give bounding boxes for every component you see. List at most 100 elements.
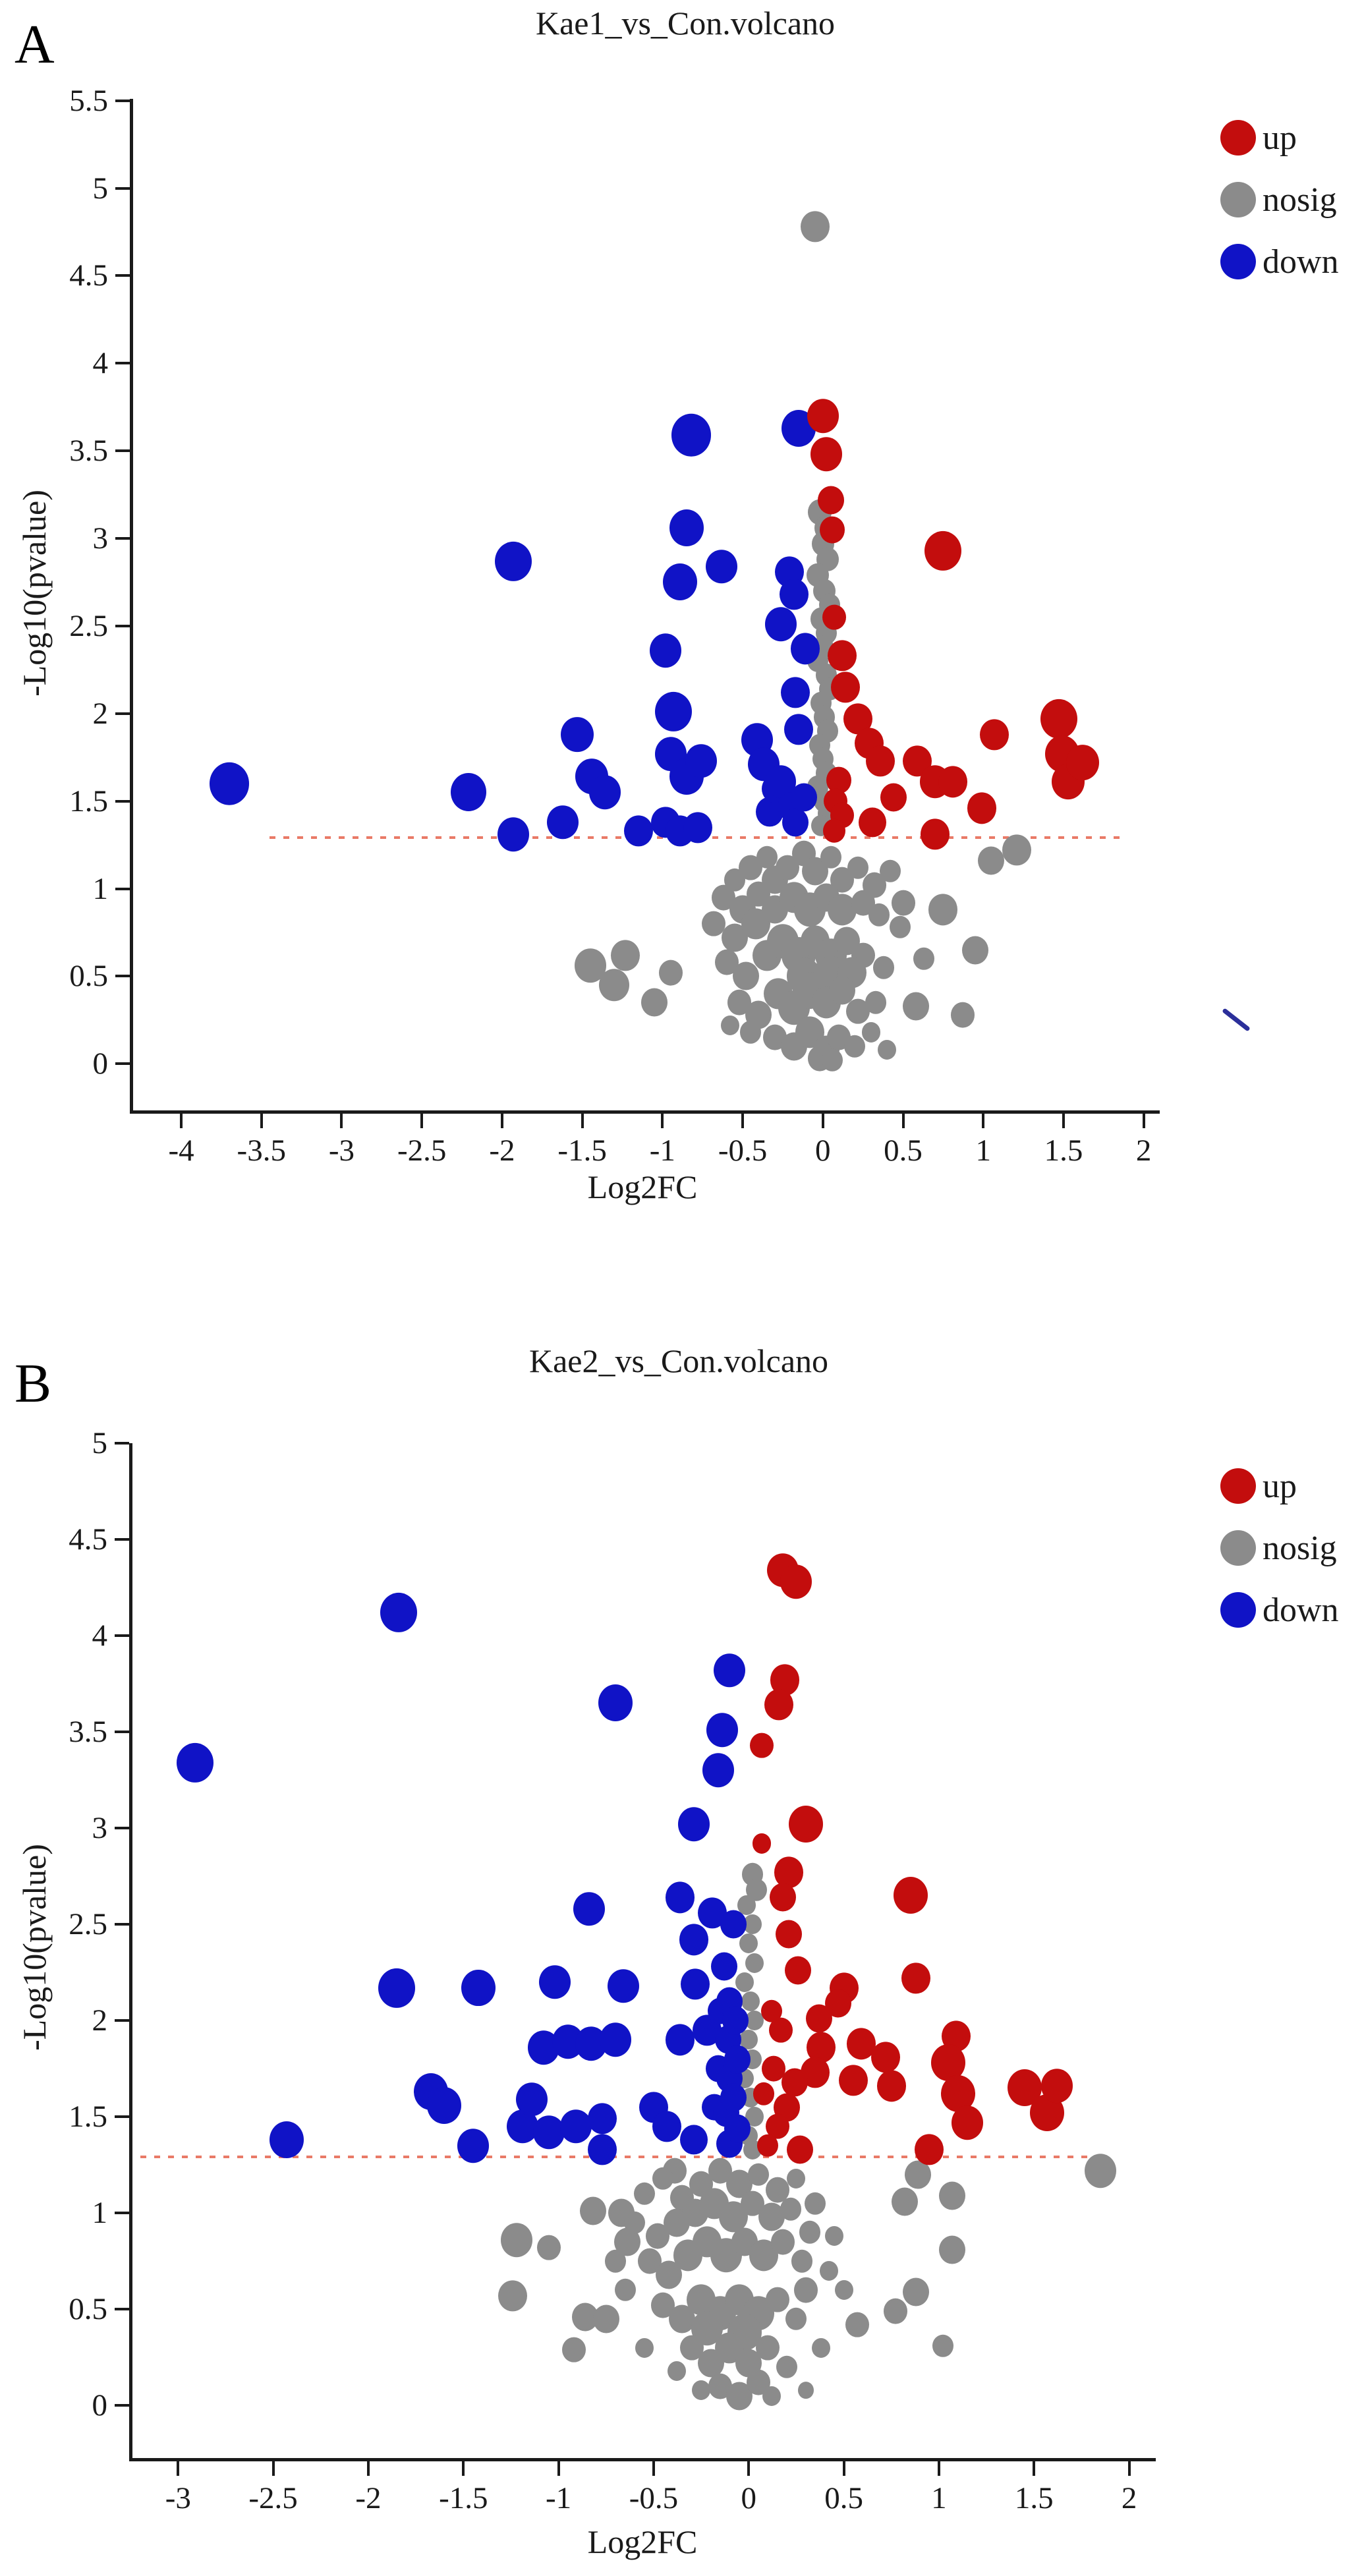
x-tick (901, 1114, 905, 1128)
point-nosig (819, 2260, 838, 2281)
legend-dot-down-icon (1220, 244, 1256, 279)
y-tick-label: 3 (92, 521, 109, 556)
legend-dot-nosig-icon (1220, 182, 1256, 217)
legend-label-nosig: nosig (1263, 181, 1337, 219)
point-nosig (614, 2278, 636, 2302)
point-up (757, 2134, 779, 2158)
point-down (269, 2121, 304, 2159)
legend-B: up nosig down (1220, 1455, 1339, 1641)
point-nosig (1085, 2154, 1117, 2188)
y-tick-label: 0 (92, 2388, 108, 2423)
point-nosig (561, 2337, 586, 2362)
point-down (573, 1891, 605, 1926)
y-tick (115, 2019, 129, 2022)
point-down (720, 1910, 747, 1939)
x-tick (747, 2461, 751, 2476)
x-tick (271, 2461, 275, 2476)
x-tick (581, 1114, 584, 1128)
point-nosig (605, 2250, 627, 2273)
x-tick (741, 1114, 745, 1128)
point-down (724, 2114, 751, 2143)
point-up (787, 2135, 814, 2164)
point-nosig (825, 2226, 844, 2247)
plot-area-B: -3 -2.5 -2 -1.5 -1 -0.5 0 0.5 1 1.5 2 0 0.5 1 1.5 2 2.5 3… (69, 1426, 1156, 2515)
point-nosig (762, 2386, 781, 2406)
point-nosig (537, 2235, 561, 2261)
point-nosig (635, 2337, 654, 2358)
y-tick-label: 1 (92, 871, 109, 906)
y-tick-label: 5 (92, 171, 109, 206)
point-down (547, 805, 579, 840)
legend-dot-nosig-icon (1220, 1530, 1256, 1566)
x-tick-label: 0 (815, 1133, 831, 1168)
y-tick-label: 0.5 (69, 2292, 107, 2327)
point-up (1040, 699, 1077, 739)
point-down (679, 2125, 708, 2155)
y-tick-label: 5 (92, 1426, 108, 1460)
point-down (679, 1924, 708, 1956)
y-tick (115, 1923, 129, 1926)
point-up (760, 1999, 782, 2022)
x-tick (652, 2461, 655, 2476)
point-up (880, 783, 907, 812)
x-tick-label: -2.5 (248, 2481, 298, 2515)
x-tick-label: 1.5 (1044, 1133, 1083, 1168)
point-nosig (797, 2381, 814, 2399)
legend-label-up: up (1263, 1467, 1297, 1505)
stray-dash-artifact (1222, 1008, 1251, 1032)
point-down (457, 2129, 489, 2163)
y-tick-label: 2.5 (69, 608, 108, 643)
point-nosig (868, 903, 890, 927)
y-tick (115, 624, 130, 627)
point-down (380, 1592, 418, 1633)
point-up (859, 807, 887, 838)
point-down (681, 1968, 710, 2000)
y-tick (115, 1062, 130, 1066)
point-down (666, 2024, 695, 2056)
point-down (655, 692, 693, 732)
y-tick-label: 2 (92, 2003, 108, 2038)
point-nosig (822, 1048, 843, 1072)
x-tick (500, 1114, 503, 1128)
x-tick (937, 2461, 940, 2476)
x-tick-label: -1.5 (439, 2481, 488, 2515)
y-tick (115, 2212, 129, 2215)
point-nosig (747, 2163, 769, 2186)
point-nosig (756, 2335, 780, 2361)
point-down (598, 1684, 633, 1722)
y-tick (115, 99, 130, 102)
point-nosig (844, 1035, 866, 1058)
y-tick (115, 449, 130, 453)
x-tick-label: -0.5 (629, 2481, 679, 2515)
point-nosig (780, 2198, 801, 2221)
point-down (706, 1713, 738, 1747)
point-down (706, 549, 738, 584)
x-tick (1142, 1114, 1145, 1128)
x-tick (821, 1114, 824, 1128)
y-tick (115, 2308, 129, 2311)
point-nosig (939, 2181, 966, 2210)
x-tick-label: -1 (546, 2481, 572, 2515)
point-nosig (805, 2192, 826, 2215)
panel-label-B: B (14, 1353, 52, 1414)
point-nosig (658, 959, 683, 986)
point-nosig (891, 890, 915, 916)
x-tick (661, 1114, 664, 1128)
point-down (669, 509, 704, 547)
point-nosig (861, 1022, 880, 1043)
y-tick (115, 2404, 129, 2407)
point-nosig (791, 2250, 813, 2273)
point-nosig (633, 2182, 655, 2206)
point-up (781, 2068, 808, 2097)
legend-dot-up-icon (1220, 120, 1256, 156)
panel-label-A: A (14, 14, 55, 75)
point-nosig (765, 2287, 789, 2312)
point-down (561, 716, 594, 753)
point-up (952, 2105, 984, 2140)
y-tick (115, 362, 130, 365)
legend-item-down: down (1220, 1579, 1339, 1641)
point-nosig (745, 1953, 764, 1973)
point-nosig (787, 2168, 806, 2189)
point-down (685, 743, 717, 778)
legend-item-up: up (1220, 107, 1339, 169)
